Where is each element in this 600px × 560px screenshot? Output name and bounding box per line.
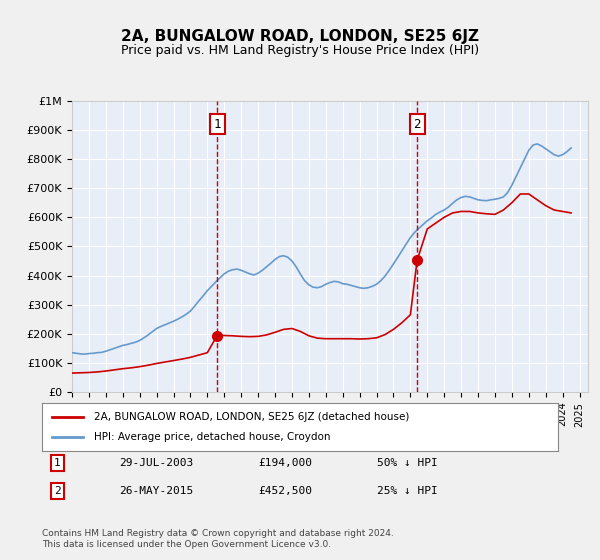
Text: 25% ↓ HPI: 25% ↓ HPI	[377, 486, 438, 496]
Text: £452,500: £452,500	[259, 486, 313, 496]
Text: 26-MAY-2015: 26-MAY-2015	[119, 486, 194, 496]
Text: 2: 2	[413, 118, 421, 130]
Text: 50% ↓ HPI: 50% ↓ HPI	[377, 458, 438, 468]
Text: 1: 1	[214, 118, 221, 130]
Text: Price paid vs. HM Land Registry's House Price Index (HPI): Price paid vs. HM Land Registry's House …	[121, 44, 479, 57]
Text: 2: 2	[54, 486, 61, 496]
Text: HPI: Average price, detached house, Croydon: HPI: Average price, detached house, Croy…	[94, 432, 330, 442]
Text: Contains HM Land Registry data © Crown copyright and database right 2024.
This d: Contains HM Land Registry data © Crown c…	[42, 529, 394, 549]
Text: 29-JUL-2003: 29-JUL-2003	[119, 458, 194, 468]
Text: £194,000: £194,000	[259, 458, 313, 468]
Text: 2A, BUNGALOW ROAD, LONDON, SE25 6JZ: 2A, BUNGALOW ROAD, LONDON, SE25 6JZ	[121, 29, 479, 44]
Text: 1: 1	[54, 458, 61, 468]
Text: 2A, BUNGALOW ROAD, LONDON, SE25 6JZ (detached house): 2A, BUNGALOW ROAD, LONDON, SE25 6JZ (det…	[94, 412, 409, 422]
